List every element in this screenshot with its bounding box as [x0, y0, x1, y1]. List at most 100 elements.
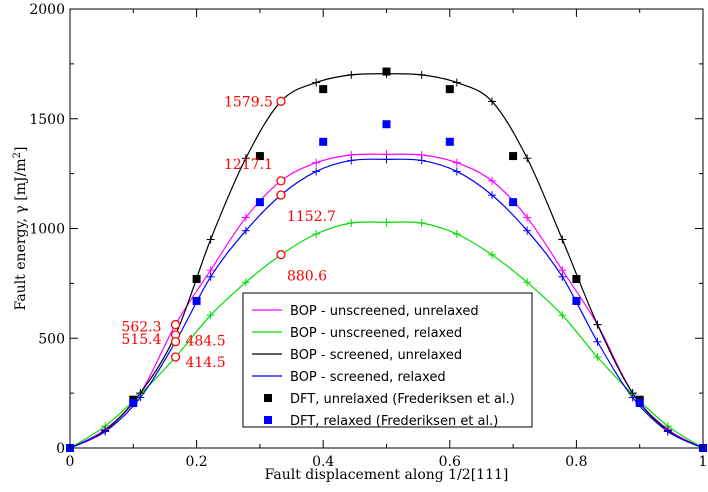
square-marker	[382, 67, 391, 76]
plus-marker	[347, 219, 356, 228]
x-tick-label: 0.8	[565, 454, 587, 470]
square-marker	[192, 274, 201, 283]
plus-marker	[523, 278, 532, 287]
y-tick-label: 500	[38, 331, 65, 347]
plus-marker	[206, 272, 215, 281]
annotation-circle	[276, 250, 286, 260]
square-marker	[319, 85, 328, 94]
plus-marker	[312, 158, 321, 167]
square-marker	[509, 152, 518, 161]
plus-marker	[241, 213, 250, 222]
square-marker	[129, 399, 138, 408]
plus-marker	[312, 167, 321, 176]
legend-square-4	[264, 394, 272, 402]
square-marker	[635, 399, 644, 408]
annotation-circle	[276, 190, 286, 200]
legend-label-2: BOP - screened, unrelaxed	[290, 348, 462, 363]
annotation-label: 880.6	[287, 269, 327, 285]
plus-marker	[206, 235, 215, 244]
legend-label-3: BOP - screened, relaxed	[290, 370, 446, 385]
plus-marker	[452, 229, 461, 238]
plus-marker	[241, 278, 250, 287]
plus-marker	[312, 78, 321, 87]
square-marker	[445, 85, 454, 94]
plus-marker	[663, 427, 672, 436]
plus-marker	[382, 155, 391, 164]
annotation-circle	[170, 319, 181, 330]
plus-marker	[593, 337, 602, 346]
annotation-label: 414.5	[186, 355, 226, 371]
plus-marker	[523, 154, 532, 163]
plus-marker	[241, 154, 250, 163]
annotation-circle	[170, 352, 181, 362]
plus-marker	[206, 311, 215, 320]
annotation-label: 562.3	[121, 320, 161, 336]
square-marker	[255, 198, 264, 207]
plus-marker	[417, 156, 426, 165]
legend-label-4: DFT, unrelaxed (Frederiksen et al.)	[290, 392, 515, 407]
annotation-label: 515.4	[121, 332, 161, 348]
y-tick-label: 2000	[29, 2, 65, 18]
square-marker	[509, 198, 518, 207]
plus-marker	[417, 219, 426, 228]
x-axis-title: Fault displacement along 1/2[111]	[265, 467, 509, 483]
plus-marker	[593, 353, 602, 362]
annotation-circle	[276, 176, 286, 186]
y-tick-label: 0	[56, 441, 65, 457]
square-marker	[572, 274, 581, 283]
square-marker	[255, 152, 264, 161]
legend-label-5: DFT, relaxed (Frederiksen et al.)	[290, 414, 498, 429]
y-axis-title-main: Fault energy, γ [mJ/m	[13, 158, 29, 310]
plus-marker	[312, 229, 321, 238]
plus-marker	[558, 311, 567, 320]
plus-marker	[628, 393, 637, 402]
legend-label-1: BOP - unscreened, relaxed	[290, 326, 462, 341]
plus-marker	[347, 70, 356, 79]
annotation-label: 1152.7	[287, 209, 336, 225]
x-tick-label: 0.4	[312, 454, 334, 470]
plus-marker	[488, 250, 497, 259]
annotation-circle	[170, 337, 181, 347]
square-marker	[445, 137, 454, 146]
legend: BOP - unscreened, unrelaxed BOP - unscree…	[242, 292, 533, 429]
plus-marker	[593, 320, 602, 329]
plus-marker	[241, 226, 250, 235]
plus-marker	[523, 226, 532, 235]
annotation-circle	[276, 96, 286, 106]
plus-marker	[558, 272, 567, 281]
square-marker	[382, 120, 391, 129]
plus-marker	[452, 158, 461, 167]
annotation-label: 1579.5	[224, 94, 273, 110]
square-marker	[192, 296, 201, 305]
plus-marker	[523, 213, 532, 222]
plus-marker	[488, 191, 497, 200]
plus-marker	[347, 156, 356, 165]
plus-marker	[382, 218, 391, 227]
x-tick-label: 0.2	[185, 454, 207, 470]
plus-marker	[488, 97, 497, 106]
annotation-label: 1217.1	[224, 157, 273, 173]
x-tick-label: 0	[66, 454, 75, 470]
legend-box	[242, 292, 533, 428]
annotation-label: 484.5	[186, 334, 226, 350]
plus-marker	[417, 70, 426, 79]
plus-marker	[101, 427, 110, 436]
plus-marker	[488, 176, 497, 185]
plus-marker	[558, 235, 567, 244]
square-marker	[572, 296, 581, 305]
plus-marker	[452, 78, 461, 87]
legend-square-5	[264, 416, 272, 424]
y-axis-title-end: ]	[13, 147, 29, 152]
plus-marker	[136, 393, 145, 402]
y-axis-title: Fault energy, γ [mJ/m2]	[12, 147, 29, 311]
y-tick-label: 1500	[29, 112, 65, 128]
plus-marker	[452, 167, 461, 176]
legend-label-0: BOP - unscreened, unrelaxed	[290, 304, 479, 319]
x-tick-label: 0.6	[439, 454, 461, 470]
square-marker	[319, 137, 328, 146]
y-tick-label: 1000	[29, 222, 65, 238]
axes: 0 0.2 0.4 0.6 0.8 1 0 500 1000 1500 2000	[29, 2, 707, 470]
